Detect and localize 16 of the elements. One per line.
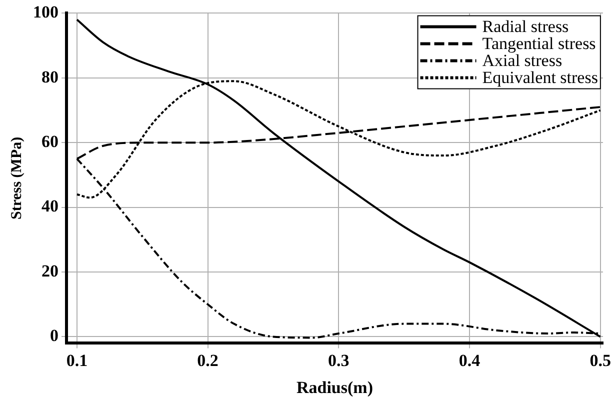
x-tick-label: 0.5 <box>590 350 611 370</box>
y-tick-label: 80 <box>42 67 58 86</box>
legend-label: Equivalent stress <box>482 68 598 88</box>
y-tick-label: 0 <box>50 326 58 346</box>
y-tick-label: 20 <box>42 261 58 280</box>
legend-label: Tangential stress <box>482 34 596 54</box>
x-tick-label: 0.1 <box>66 350 88 370</box>
y-tick-label: 60 <box>42 132 58 151</box>
y-tick-label: 100 <box>33 2 58 22</box>
y-axis-title: Stress (MPa) <box>8 136 25 220</box>
x-axis-title: Radius(m) <box>296 378 373 398</box>
x-tick-label: 0.2 <box>197 350 218 370</box>
x-tick-label: 0.3 <box>328 350 350 370</box>
legend-label: Radial stress <box>482 17 569 36</box>
y-tick-label: 40 <box>42 196 58 216</box>
x-tick-label: 0.4 <box>458 350 481 370</box>
